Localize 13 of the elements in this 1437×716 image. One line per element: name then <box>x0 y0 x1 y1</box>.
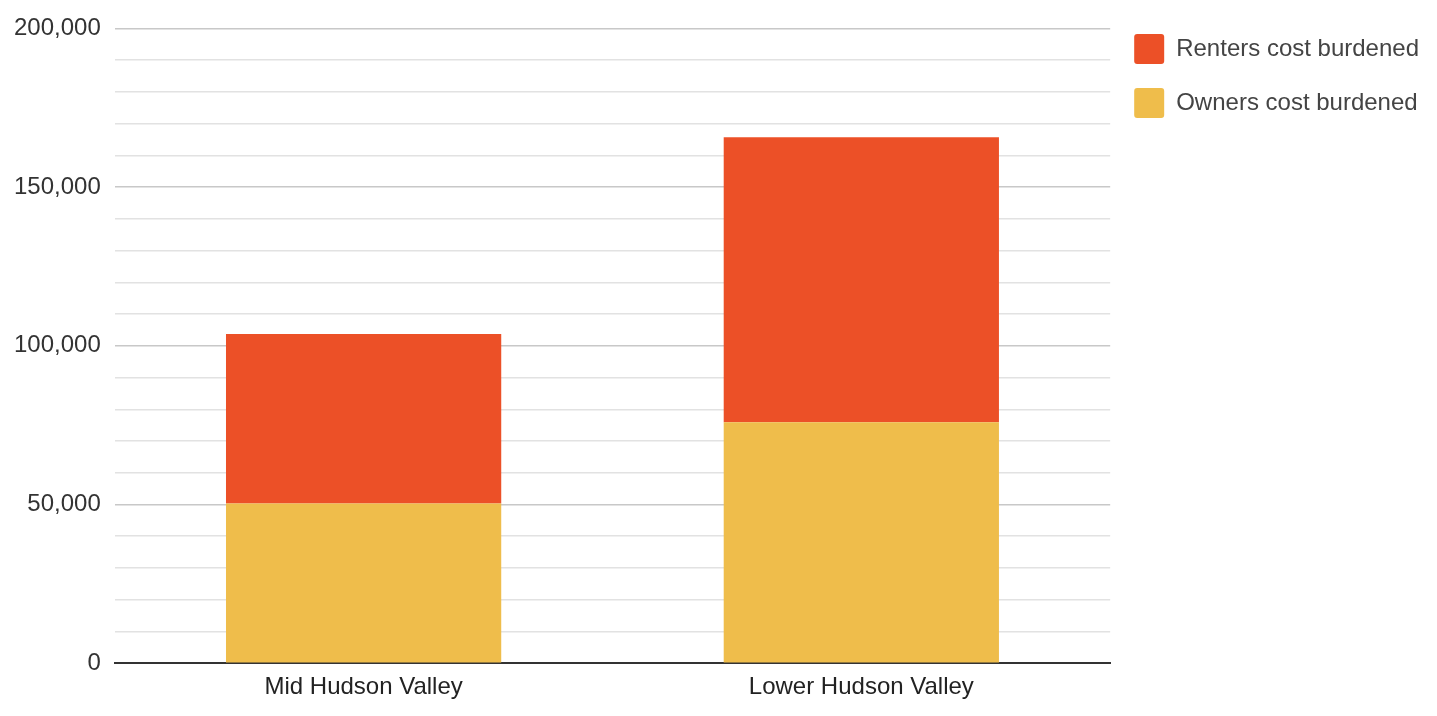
bar <box>723 422 999 663</box>
y-tick-label: 150,000 <box>13 171 101 199</box>
legend-label: Renters cost burdened <box>1176 33 1419 61</box>
bar <box>225 334 502 504</box>
y-tick-label: 100,000 <box>13 330 101 358</box>
y-tick-label: 50,000 <box>27 489 101 517</box>
legend-label: Owners cost burdened <box>1176 87 1418 115</box>
y-tick-label: 0 <box>87 647 101 675</box>
bar <box>723 137 999 423</box>
y-tick-label: 200,000 <box>13 13 101 41</box>
bar <box>225 503 502 663</box>
x-tick-label: Mid Hudson Valley <box>264 672 463 700</box>
x-tick-label: Lower Hudson Valley <box>748 672 974 700</box>
